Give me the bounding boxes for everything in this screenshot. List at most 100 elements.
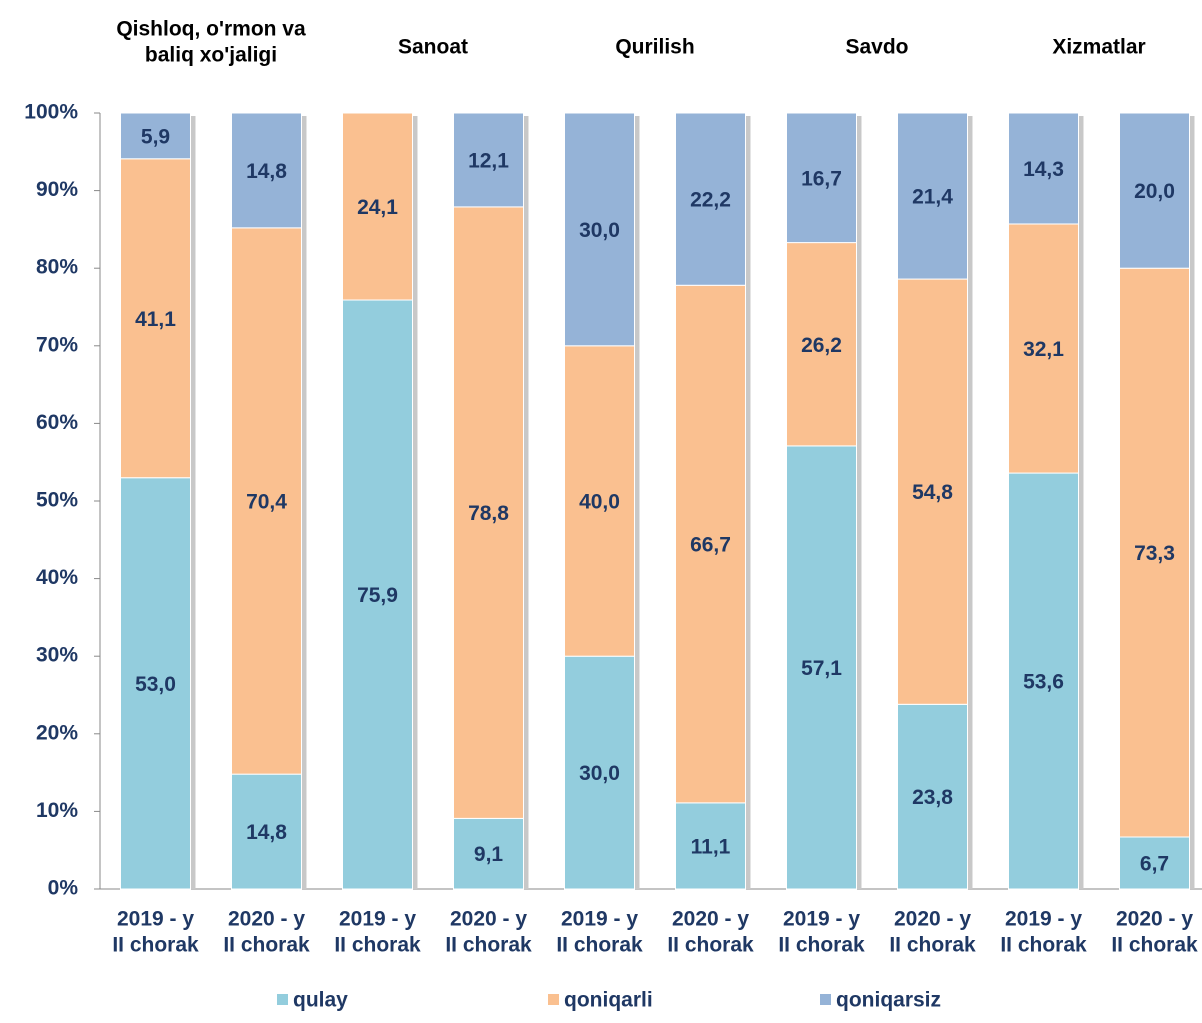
x-tick-label: 2020 - y xyxy=(894,908,971,931)
y-tick-label: 90% xyxy=(36,178,78,201)
value-label: 14,8 xyxy=(246,821,287,844)
x-tick-label: 2019 - y xyxy=(561,908,638,931)
y-tick-label: 60% xyxy=(36,411,78,434)
bar-segment xyxy=(1119,267,1190,838)
group-label: Sanoat xyxy=(398,36,468,59)
bar-segment xyxy=(453,206,524,819)
y-tick-label: 20% xyxy=(36,721,78,744)
x-tick-label: 2019 - y xyxy=(117,908,194,931)
bar-segment xyxy=(564,112,635,347)
bar-segment xyxy=(1008,112,1079,225)
bar-segment xyxy=(786,445,857,890)
value-label: 30,0 xyxy=(579,762,620,785)
value-label: 11,1 xyxy=(691,835,731,858)
x-tick-label: 2020 - y xyxy=(450,908,527,931)
x-tick-label: 2020 - y xyxy=(1116,908,1193,931)
bar-segment xyxy=(231,227,302,775)
legend-label: qulay xyxy=(293,989,348,1012)
value-label: 70,4 xyxy=(246,491,287,514)
value-label: 54,8 xyxy=(912,481,953,504)
bar-segment xyxy=(342,112,413,301)
value-label: 14,8 xyxy=(246,160,287,183)
value-label: 21,4 xyxy=(912,186,953,209)
x-tick-label: 2019 - y xyxy=(1005,908,1082,931)
x-tick-label: II chorak xyxy=(778,934,865,957)
value-label: 53,6 xyxy=(1023,671,1064,694)
value-label: 75,9 xyxy=(357,584,398,607)
value-label: 57,1 xyxy=(801,657,842,680)
value-label: 12,1 xyxy=(468,149,509,172)
value-label: 41,1 xyxy=(135,308,176,331)
x-tick-label: 2020 - y xyxy=(672,908,749,931)
value-label: 40,0 xyxy=(579,491,620,514)
x-tick-label: II chorak xyxy=(556,934,643,957)
value-label: 22,2 xyxy=(690,189,731,212)
value-label: 78,8 xyxy=(468,502,509,525)
value-label: 16,7 xyxy=(801,167,842,190)
y-tick-label: 70% xyxy=(36,333,78,356)
value-label: 26,2 xyxy=(801,334,842,357)
value-label: 24,1 xyxy=(357,196,398,219)
bar-segment xyxy=(897,112,968,280)
bar-segment xyxy=(786,112,857,244)
value-label: 53,0 xyxy=(135,673,176,696)
bar-segment xyxy=(453,112,524,208)
bar-segment xyxy=(453,817,524,890)
x-tick-label: II chorak xyxy=(1111,934,1198,957)
bar-segment xyxy=(564,655,635,890)
bar-segment xyxy=(120,158,191,479)
bar-segment xyxy=(342,299,413,890)
legend-label: qoniqarli xyxy=(564,989,653,1012)
y-tick-label: 0% xyxy=(48,877,79,900)
bar-segment xyxy=(231,773,302,890)
value-label: 73,3 xyxy=(1134,542,1175,565)
x-tick-label: II chorak xyxy=(1000,934,1087,957)
group-label: Qishloq, o'rmon va xyxy=(116,18,306,41)
legend-label: qoniqarsiz xyxy=(836,989,941,1012)
bar-segment xyxy=(786,242,857,447)
value-label: 32,1 xyxy=(1023,338,1064,361)
x-tick-label: II chorak xyxy=(667,934,754,957)
value-label: 20,0 xyxy=(1134,180,1175,203)
bar-segment xyxy=(675,284,746,804)
group-label: baliq xo'jaligi xyxy=(145,44,277,67)
bar-segment xyxy=(120,477,191,890)
x-tick-label: 2019 - y xyxy=(783,908,860,931)
value-label: 30,0 xyxy=(579,219,620,242)
y-tick-label: 100% xyxy=(24,101,78,124)
bar-segment xyxy=(1119,836,1190,890)
bar-segment xyxy=(231,112,302,229)
legend-marker xyxy=(277,994,288,1005)
x-tick-label: II chorak xyxy=(889,934,976,957)
bar-segment xyxy=(675,112,746,286)
value-label: 14,3 xyxy=(1023,158,1064,181)
x-tick-label: II chorak xyxy=(223,934,310,957)
bar-segment xyxy=(564,345,635,657)
y-tick-label: 40% xyxy=(36,566,78,589)
value-label: 5,9 xyxy=(141,125,170,148)
bar-segment xyxy=(120,112,191,160)
bar-segment xyxy=(675,802,746,890)
x-tick-label: 2020 - y xyxy=(228,908,305,931)
bar-segment xyxy=(1119,112,1190,269)
group-label: Xizmatlar xyxy=(1052,36,1145,59)
value-label: 66,7 xyxy=(690,534,731,557)
value-label: 23,8 xyxy=(912,786,953,809)
bar-segment xyxy=(897,278,968,705)
y-tick-label: 50% xyxy=(36,489,78,512)
x-tick-label: II chorak xyxy=(445,934,532,957)
bar-segment xyxy=(897,703,968,890)
x-tick-label: II chorak xyxy=(334,934,421,957)
x-tick-label: II chorak xyxy=(112,934,199,957)
value-label: 6,7 xyxy=(1140,853,1169,876)
legend-marker xyxy=(820,994,831,1005)
y-tick-label: 10% xyxy=(36,799,78,822)
y-tick-label: 30% xyxy=(36,644,78,667)
group-label: Qurilish xyxy=(615,36,694,59)
group-label: Savdo xyxy=(845,36,908,59)
y-tick-label: 80% xyxy=(36,256,78,279)
value-label: 9,1 xyxy=(474,843,504,866)
legend-marker xyxy=(548,994,559,1005)
x-tick-label: 2019 - y xyxy=(339,908,416,931)
